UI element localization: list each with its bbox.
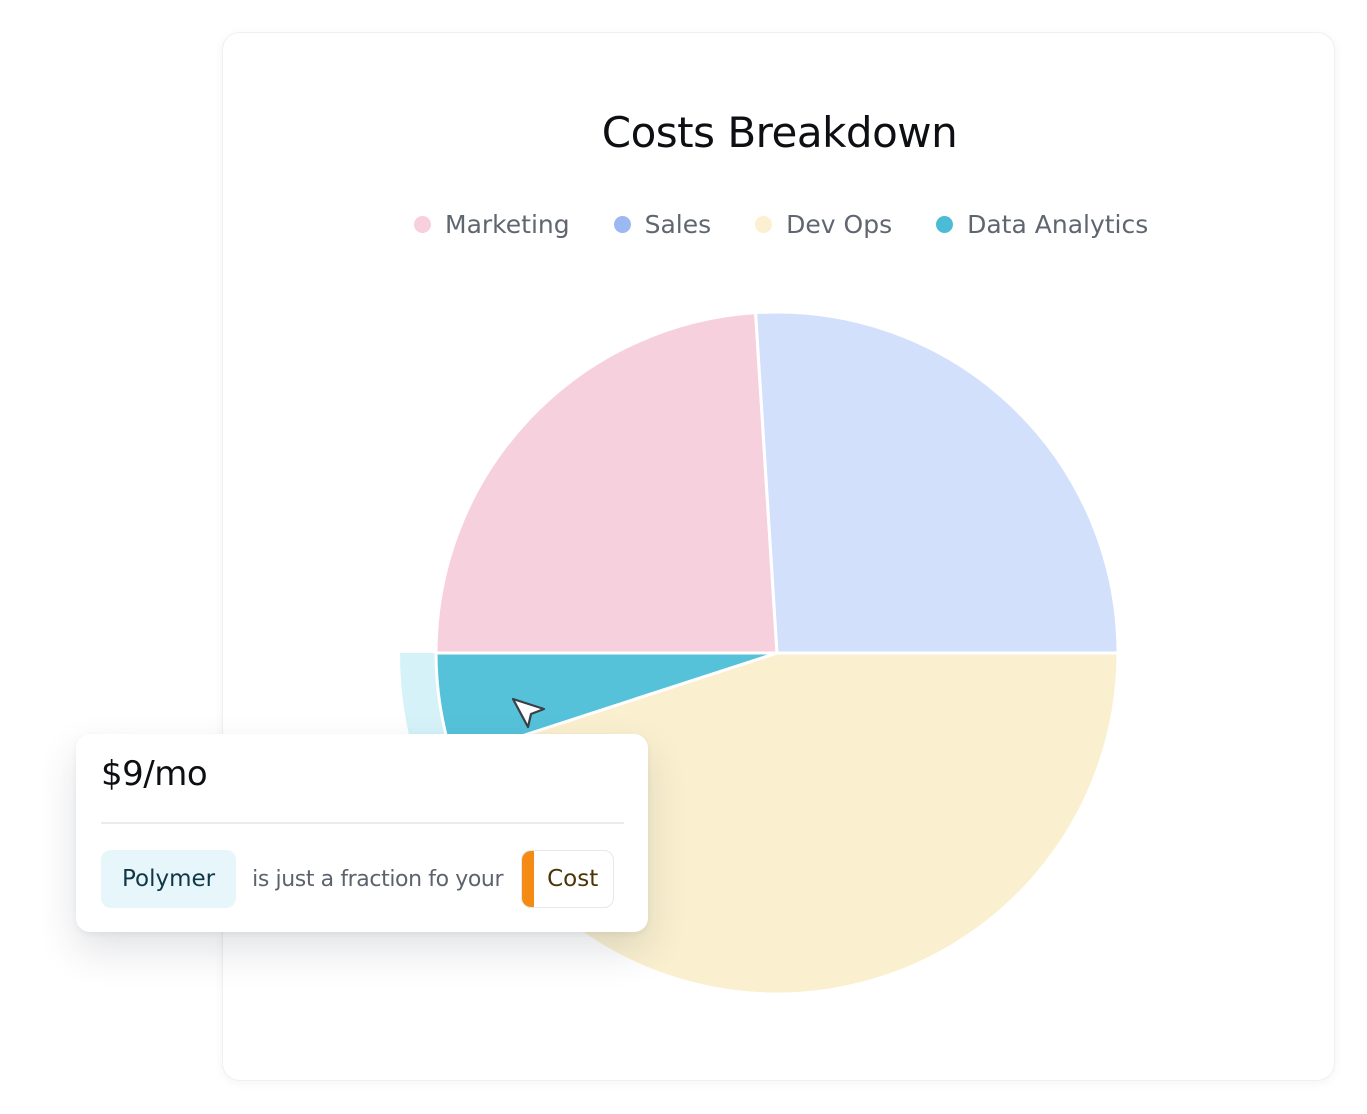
cost-chip-label: Cost	[547, 866, 599, 892]
pie-slice-marketing[interactable]	[434, 311, 779, 655]
popup-divider	[101, 822, 624, 824]
cost-chip: Cost	[521, 850, 615, 908]
chart-title: Costs Breakdown	[601, 108, 958, 157]
legend-label-dev-ops: Dev Ops	[786, 209, 893, 239]
legend-item-data-analytics[interactable]: Data Analytics	[936, 210, 1148, 239]
popup-price: $9/mo	[101, 754, 208, 794]
legend-dot-marketing	[414, 215, 431, 233]
chart-legend: Marketing Sales Dev Ops Data Analytics	[414, 205, 1148, 243]
legend-label-data-analytics: Data Analytics	[967, 209, 1149, 239]
cursor-arrow-icon	[509, 696, 549, 740]
cost-popup: $9/mo Polymer is just a fraction fo your…	[76, 734, 648, 932]
pie-slice-sales[interactable]	[754, 310, 1120, 655]
legend-dot-sales	[613, 215, 631, 233]
brand-chip: Polymer	[101, 850, 237, 908]
popup-row: Polymer is just a fraction fo your Cost	[101, 850, 615, 908]
legend-item-marketing[interactable]: Marketing	[414, 210, 570, 239]
legend-item-dev-ops[interactable]: Dev Ops	[755, 210, 892, 239]
legend-label-marketing: Marketing	[445, 209, 570, 239]
legend-dot-dev-ops	[755, 215, 773, 233]
legend-label-sales: Sales	[644, 209, 712, 239]
popup-text: is just a fraction fo your	[252, 866, 504, 892]
cost-chip-accent-bar	[522, 851, 535, 907]
legend-item-sales[interactable]: Sales	[613, 209, 712, 239]
legend-dot-data-analytics	[936, 215, 954, 233]
